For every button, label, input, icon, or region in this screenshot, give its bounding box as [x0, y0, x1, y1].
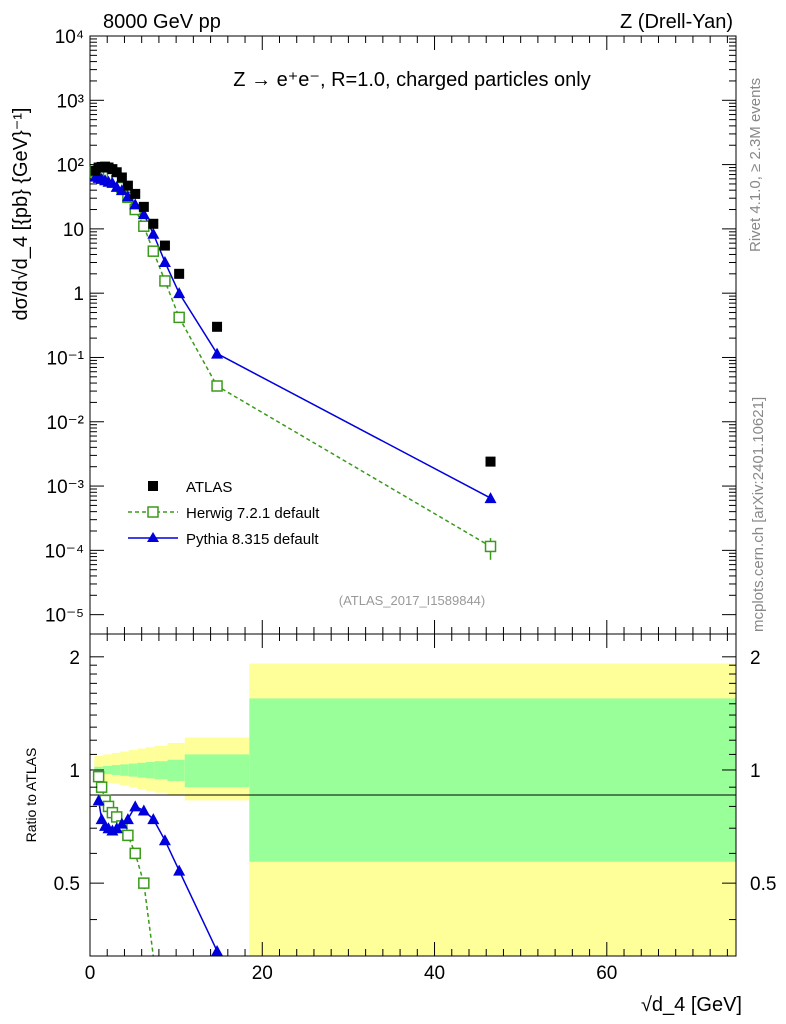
ratio-band-inner [154, 761, 168, 780]
analysis-tag: (ATLAS_2017_I1589844) [339, 593, 485, 608]
ratio-pythia-point [121, 813, 134, 825]
ratio-band-inner [120, 764, 129, 776]
ratio-panel: 0.5 0.51 12 20 20 40 60 Ratio to ATLAS [23, 633, 776, 984]
x-tick-label: 0 [85, 963, 96, 984]
pythia-point [158, 256, 171, 268]
legend-pythia-marker [147, 532, 159, 542]
legend-herwig-label: Herwig 7.2.1 default [186, 505, 320, 522]
atlas-point [159, 240, 170, 251]
y-axis-label: dσ/d√d_4 [{pb} {GeV}⁻¹] [10, 108, 32, 321]
atlas-point [116, 172, 127, 183]
herwig-point [211, 380, 223, 392]
ratio-ticks: 0.5 0.51 12 20 20 40 60 [54, 634, 776, 984]
legend-pythia-label: Pythia 8.315 default [186, 531, 319, 548]
y-tick-label: 10⁻² [47, 413, 85, 434]
ratio-band-inner [128, 763, 138, 777]
y-tick-label: 10³ [57, 91, 84, 112]
ratio-pythia-point [173, 864, 186, 876]
ratio-band-inner [145, 762, 155, 779]
ratio-band-inner [184, 754, 250, 788]
x-tick-label: 20 [252, 963, 273, 984]
ratio-band-inner [249, 698, 736, 862]
chart-title: Z → e⁺e⁻, R=1.0, charged particles only [233, 69, 590, 91]
y-axis-label-text: dσ/d√d_4 [{pb} {GeV}⁻¹] [10, 108, 32, 321]
pythia-point [484, 492, 497, 504]
y-tick-label: 10 [63, 220, 84, 241]
ratio-tick-label-right: 2 [750, 648, 761, 669]
herwig-point [159, 275, 171, 287]
atlas-point [212, 321, 223, 332]
y-tick-label: 10⁻⁵ [45, 606, 84, 627]
pythia-point [173, 287, 186, 299]
ratio-axis-label: Ratio to ATLAS [23, 748, 39, 843]
ratio-tick-label-right: 1 [750, 761, 761, 782]
ratio-tick-label: 1 [69, 761, 80, 782]
ratio-pythia-point [115, 817, 128, 829]
pythia-point [115, 184, 128, 196]
ratio-band-inner [137, 762, 146, 778]
ratio-band-inner [102, 765, 112, 775]
main-panel: 10⁻⁵ 10⁻⁴ 10⁻³ 10⁻² 10⁻¹ 1 10 10² 10³ 10⁴ Z → e⁺e… [45, 27, 737, 635]
ratio-tick-label: 0.5 [54, 874, 80, 895]
ratio-pythia-point [129, 800, 142, 812]
header-left: 8000 GeV pp [103, 11, 221, 33]
ratio-pythia-point [158, 834, 171, 846]
herwig-point [147, 245, 160, 257]
ratio-series [92, 770, 224, 957]
atlas-point [138, 201, 149, 212]
pythia-point [147, 227, 160, 239]
ratio-herwig-point [122, 829, 134, 842]
pythia-point [137, 208, 150, 220]
ratio-herwig-point [129, 847, 141, 860]
legend-atlas-label: ATLAS [186, 479, 232, 496]
ratio-band-inner [111, 765, 121, 775]
ratio-herwig-point [95, 781, 108, 793]
ratio-pythia-point [147, 813, 160, 825]
main-series [89, 161, 497, 560]
ratio-band-inner [167, 759, 185, 781]
rivet-label: Rivet 4.1.0, ≥ 2.3M events [747, 78, 764, 252]
atlas-point [111, 167, 122, 178]
ratio-herwig-point [92, 770, 105, 783]
atlas-point [122, 180, 133, 191]
legend: ATLAS Herwig 7.2.1 default Pythia 8.315 … [128, 479, 320, 548]
x-tick-label: 40 [424, 963, 445, 984]
ratio-bands [94, 663, 736, 956]
pythia-point [129, 198, 142, 210]
x-axis-label: √d_4 [GeV] [641, 994, 742, 1016]
ratio-pythia-point [211, 944, 224, 956]
atlas-point [148, 218, 159, 229]
ratio-tick-label-right: 0.5 [750, 874, 776, 895]
legend-atlas-marker [148, 481, 158, 491]
y-tick-label: 10⁻⁴ [45, 541, 84, 562]
mcplots-label: mcplots.cern.ch [arXiv:2401.10621] [750, 397, 767, 632]
ratio-pythia-point [92, 794, 105, 806]
ratio-pythia-point [137, 804, 150, 816]
y-tick-label: 10⁻³ [47, 477, 85, 498]
herwig-point [138, 220, 150, 232]
herwig-point [173, 311, 185, 324]
legend-herwig-marker [147, 506, 159, 518]
y-tick-label: 10⁴ [55, 27, 84, 48]
atlas-point [130, 188, 141, 199]
y-tick-label: 1 [73, 284, 84, 305]
x-tick-label: 60 [596, 963, 617, 984]
ratio-herwig-point [138, 877, 150, 889]
header-right: Z (Drell-Yan) [620, 11, 733, 33]
herwig-point [484, 540, 497, 553]
y-tick-label: 10⁻¹ [47, 348, 85, 369]
atlas-point [485, 456, 496, 467]
pythia-point [211, 347, 224, 359]
ratio-frame [89, 633, 737, 957]
main-ticks: 10⁻⁵ 10⁻⁴ 10⁻³ 10⁻² 10⁻¹ 1 10 10² 10³ 10⁴ [45, 27, 736, 634]
y-tick-label: 10² [57, 156, 84, 177]
atlas-point [174, 268, 185, 279]
ratio-tick-label: 2 [69, 648, 80, 669]
